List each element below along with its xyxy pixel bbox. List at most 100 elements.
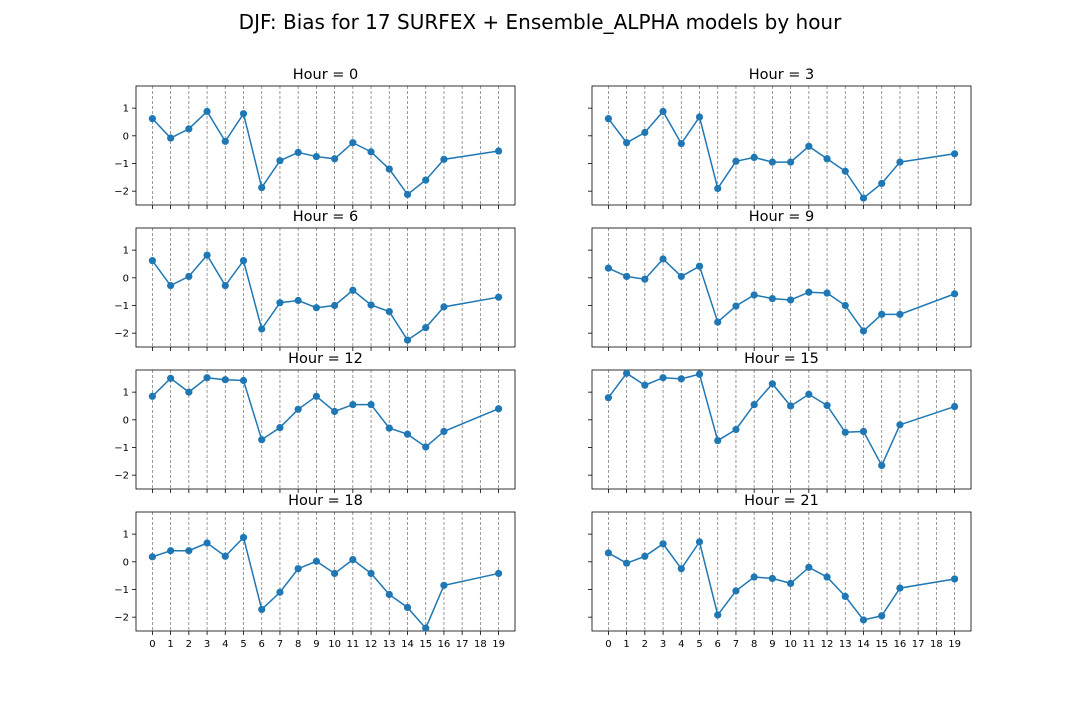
data-point bbox=[732, 157, 740, 165]
subplot-title: Hour = 21 bbox=[744, 493, 819, 509]
series-line bbox=[607, 110, 955, 200]
data-point bbox=[604, 115, 612, 123]
data-point bbox=[331, 155, 339, 163]
subplot-panel: Hour = 9 bbox=[588, 209, 972, 351]
y-tick-label: 1 bbox=[123, 388, 129, 399]
subplot-title: Hour = 9 bbox=[749, 209, 815, 225]
x-tick-label: 14 bbox=[401, 639, 414, 650]
data-point bbox=[221, 137, 229, 145]
data-point bbox=[403, 190, 412, 199]
series-line bbox=[608, 540, 955, 621]
data-point bbox=[221, 376, 229, 384]
data-point bbox=[495, 569, 503, 578]
x-tick-label: 11 bbox=[346, 639, 359, 650]
data-point bbox=[495, 147, 503, 155]
x-tick-label: 16 bbox=[894, 639, 907, 650]
data-point bbox=[258, 605, 266, 614]
data-point bbox=[349, 139, 357, 147]
data-point bbox=[695, 538, 704, 546]
x-tick-label: 7 bbox=[277, 639, 283, 650]
data-point bbox=[167, 134, 175, 142]
data-point bbox=[787, 158, 795, 166]
axes-frame bbox=[591, 511, 972, 632]
y-tick-label: −2 bbox=[114, 187, 129, 198]
subplot-panel: Hour = 3 bbox=[588, 67, 972, 209]
data-point bbox=[258, 325, 266, 333]
data-point bbox=[312, 557, 320, 565]
data-point bbox=[623, 369, 631, 377]
data-point bbox=[659, 107, 667, 116]
data-point bbox=[294, 148, 302, 157]
data-point bbox=[276, 157, 284, 165]
data-point bbox=[203, 539, 211, 547]
data-point bbox=[148, 257, 156, 265]
data-point bbox=[148, 115, 156, 123]
x-tick-label: 5 bbox=[696, 639, 702, 650]
data-point bbox=[148, 553, 156, 561]
data-point bbox=[203, 107, 211, 116]
subplot-panel: Hour = 210 1 2 3 4 5 6 7 8 9 10 11 12 13 14 15 16 17 18 19 bbox=[588, 493, 972, 650]
data-point bbox=[403, 603, 412, 612]
data-point bbox=[185, 272, 193, 281]
data-point bbox=[258, 183, 266, 192]
data-point bbox=[841, 592, 849, 601]
data-point bbox=[878, 461, 886, 470]
axes-frame bbox=[591, 85, 972, 206]
data-point bbox=[823, 155, 831, 163]
data-point bbox=[695, 262, 704, 270]
data-point bbox=[732, 425, 740, 434]
data-point bbox=[896, 310, 904, 318]
x-tick-label: 8 bbox=[751, 639, 757, 650]
x-tick-label: 15 bbox=[419, 639, 432, 650]
x-tick-label: 11 bbox=[802, 639, 815, 650]
x-tick-label: 7 bbox=[733, 639, 739, 650]
x-tick-label: 4 bbox=[222, 639, 228, 650]
subplot-title: Hour = 12 bbox=[288, 351, 363, 367]
data-point bbox=[331, 569, 339, 578]
data-point bbox=[312, 304, 320, 312]
data-point bbox=[258, 436, 266, 444]
data-point bbox=[367, 569, 375, 578]
data-point bbox=[312, 152, 320, 161]
subplot-title: Hour = 18 bbox=[288, 493, 363, 509]
x-tick-label: 2 bbox=[642, 639, 648, 650]
series-line bbox=[151, 376, 499, 448]
x-tick-label: 2 bbox=[186, 639, 192, 650]
data-point bbox=[349, 400, 357, 409]
y-tick-label: 0 bbox=[123, 273, 129, 284]
y-tick-label: 0 bbox=[123, 415, 129, 426]
data-point bbox=[604, 264, 612, 272]
data-point bbox=[750, 400, 758, 409]
x-tick-label: 15 bbox=[875, 639, 888, 650]
data-point bbox=[805, 390, 813, 398]
data-point bbox=[641, 275, 649, 283]
data-point bbox=[167, 374, 175, 382]
data-point bbox=[294, 565, 302, 573]
data-point bbox=[440, 155, 448, 163]
x-tick-label: 16 bbox=[438, 639, 451, 650]
data-point bbox=[878, 310, 886, 318]
data-point bbox=[859, 194, 868, 202]
data-point bbox=[623, 139, 631, 147]
data-point bbox=[677, 139, 685, 148]
data-point bbox=[714, 436, 722, 445]
axes-frame bbox=[591, 227, 972, 348]
data-point bbox=[659, 374, 667, 382]
data-point bbox=[677, 565, 685, 573]
y-tick-label: −2 bbox=[114, 471, 129, 482]
data-point bbox=[823, 289, 831, 297]
x-tick-label: 17 bbox=[912, 639, 925, 650]
data-point bbox=[403, 430, 412, 438]
data-point bbox=[440, 581, 448, 589]
data-point bbox=[732, 302, 740, 310]
data-point bbox=[714, 611, 722, 619]
y-tick-label: −2 bbox=[114, 329, 129, 340]
x-tick-label: 6 bbox=[259, 639, 265, 650]
data-point bbox=[239, 257, 248, 265]
data-point bbox=[422, 443, 430, 451]
data-point bbox=[677, 272, 685, 281]
data-point bbox=[331, 407, 339, 416]
data-point bbox=[239, 533, 248, 542]
x-tick-label: 3 bbox=[660, 639, 666, 650]
